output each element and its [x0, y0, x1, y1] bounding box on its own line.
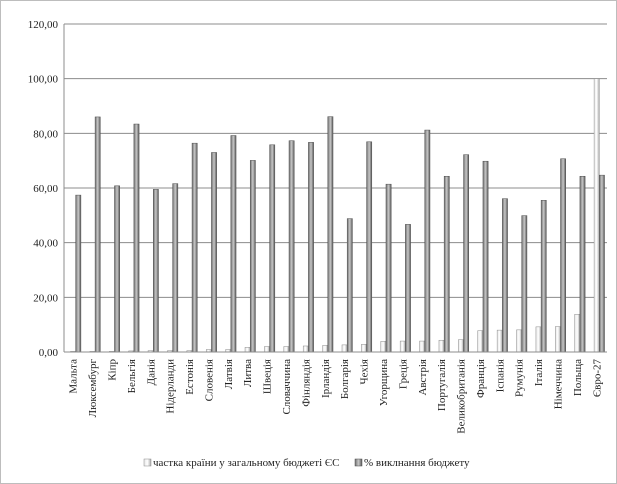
- bar-execution: [346, 218, 353, 353]
- x-tick-label: Болгарія: [339, 359, 351, 399]
- bar-share: [419, 340, 426, 353]
- bar-share: [516, 329, 522, 353]
- x-tick-label: Чехія: [359, 359, 371, 385]
- y-tick-label: 20,00: [33, 292, 58, 304]
- bar-execution: [521, 215, 528, 353]
- x-tick-label: Люксембург: [87, 359, 99, 418]
- bar-share: [496, 329, 503, 353]
- bar-execution: [405, 224, 411, 353]
- bar-execution: [443, 175, 450, 353]
- bar-execution: [540, 200, 547, 353]
- bar-share: [399, 340, 406, 353]
- y-tick-label: 0,00: [39, 347, 59, 359]
- bar-execution: [172, 183, 179, 353]
- x-tick-label: Греція: [397, 359, 409, 389]
- bar-share: [458, 339, 464, 353]
- legend-label: % виклнання бюджету: [364, 457, 470, 469]
- bar-share: [574, 314, 581, 353]
- bar-execution: [94, 116, 101, 353]
- bar-share: [283, 346, 290, 353]
- x-tick-label: Євро-27: [591, 359, 603, 398]
- legend-swatch: [354, 458, 363, 467]
- x-tick-label: Італія: [533, 359, 545, 386]
- bar-execution: [75, 194, 82, 353]
- legend-swatch: [143, 458, 152, 467]
- bar-execution: [482, 160, 489, 353]
- bar-share: [593, 78, 600, 353]
- bar-execution: [599, 174, 605, 353]
- bar-execution: [327, 116, 334, 353]
- bars: [70, 78, 605, 353]
- bar-share: [361, 344, 367, 353]
- bar-share: [380, 341, 387, 353]
- x-tick-label: Ірландія: [320, 359, 332, 398]
- bar-share: [341, 344, 348, 353]
- y-tick-label: 40,00: [33, 238, 58, 250]
- y-axis: 0,00 20,00 40,00 60,00 80,00 100,00 120,00: [28, 19, 65, 359]
- bar-execution: [153, 189, 159, 353]
- bar-execution: [560, 158, 566, 353]
- x-tick-label: Латвія: [223, 359, 235, 389]
- bar-share: [438, 339, 445, 353]
- bar-execution: [114, 185, 120, 353]
- x-tick-label: Великобританія: [456, 359, 468, 434]
- x-tick-label: Литва: [242, 359, 254, 387]
- bar-execution: [211, 152, 217, 353]
- x-tick-label: Словаччина: [281, 359, 293, 415]
- bar-share: [264, 346, 270, 353]
- x-tick-label: Фінляндія: [300, 359, 312, 407]
- y-tick-label: 100,00: [28, 74, 59, 86]
- x-tick-label: Угорщина: [378, 359, 390, 406]
- x-tick-label: Нідерланди: [165, 359, 177, 414]
- bar-execution: [579, 175, 586, 353]
- bar-execution: [230, 135, 237, 353]
- bar-execution: [133, 123, 140, 353]
- x-tick-label: Іспанія: [494, 359, 506, 392]
- bar-execution: [308, 142, 314, 353]
- legend: частка країни у загальному бюджеті ЄС % в…: [143, 457, 470, 469]
- x-tick-label: Словенія: [203, 359, 215, 401]
- x-tick-label: Швеція: [262, 359, 274, 394]
- y-tick-label: 80,00: [33, 128, 58, 140]
- bar-share: [322, 345, 329, 353]
- y-tick-label: 120,00: [28, 19, 59, 31]
- bar-execution: [269, 144, 276, 353]
- x-tick-label: Польща: [572, 359, 584, 396]
- x-axis: Мальта Люксембург Кіпр Бельгія Данія Нідерлан…: [64, 351, 607, 434]
- bar-execution: [288, 140, 295, 353]
- bar-execution: [366, 141, 373, 353]
- x-tick-label: Естонія: [184, 359, 196, 395]
- x-tick-label: Португалія: [436, 359, 448, 411]
- x-tick-label: Данія: [145, 359, 157, 385]
- bar-execution: [385, 183, 392, 353]
- bar-share: [302, 345, 309, 353]
- x-tick-label: Румунія: [514, 359, 526, 397]
- bar-execution: [463, 154, 470, 353]
- x-tick-label: Франція: [475, 359, 487, 398]
- x-tick-label: Мальта: [68, 359, 80, 394]
- x-tick-label: Кіпр: [106, 359, 118, 381]
- x-tick-label: Бельгія: [126, 359, 138, 393]
- bar-share: [555, 326, 561, 353]
- bar-execution: [249, 160, 256, 353]
- bar-execution: [424, 129, 431, 353]
- bar-share: [244, 347, 251, 353]
- x-tick-label: Австрія: [417, 359, 429, 396]
- legend-label: частка країни у загальному бюджеті ЄС: [153, 457, 339, 469]
- bar-share: [477, 330, 484, 353]
- x-tick-label: Німеччина: [553, 359, 565, 409]
- bar-execution: [191, 142, 198, 353]
- y-tick-label: 60,00: [33, 183, 58, 195]
- bar-share: [535, 326, 542, 353]
- bar-execution: [502, 198, 508, 353]
